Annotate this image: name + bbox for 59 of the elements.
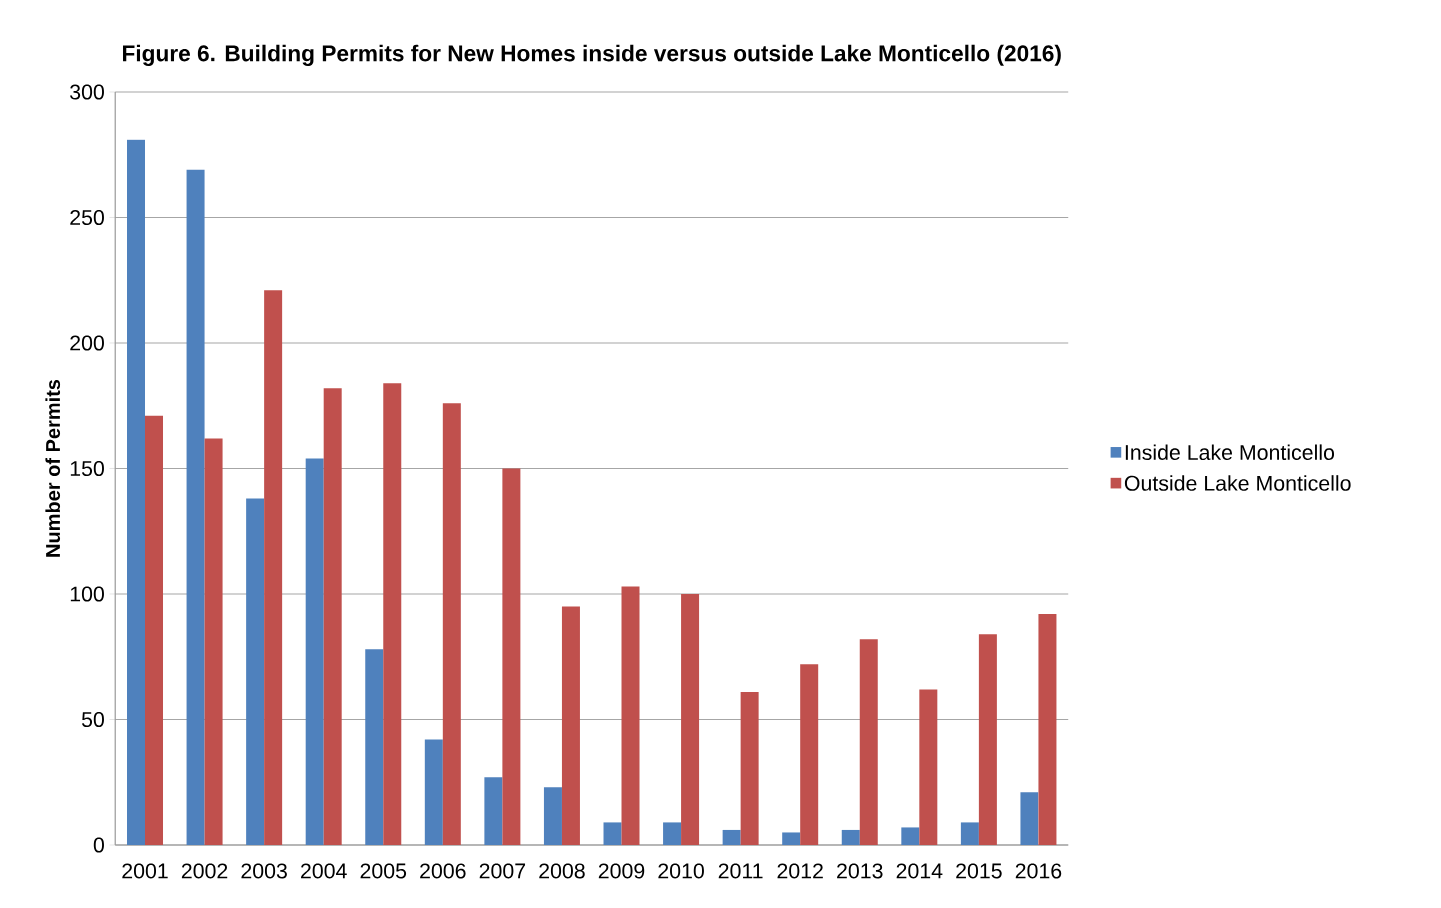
bar [722, 829, 741, 845]
x-tick-label: 2008 [539, 863, 585, 879]
y-axis-title: Number of Permits [45, 379, 61, 557]
bar [1038, 614, 1057, 845]
bar [960, 822, 979, 845]
x-tick-label: 2006 [420, 863, 466, 879]
y-tick-label: 50 [81, 711, 104, 728]
x-tick-label: 2015 [956, 863, 1002, 879]
x-tick-label: 2003 [241, 863, 287, 879]
bar [186, 169, 205, 845]
x-tick-label: 2010 [658, 863, 704, 879]
x-tick-label: 2007 [479, 863, 526, 879]
x-tick-label: 2013 [837, 863, 883, 879]
bar [859, 639, 878, 845]
bar [424, 739, 443, 845]
y-tick-label: 100 [70, 586, 104, 602]
bar [365, 649, 384, 845]
legend-label: Outside Lake Monticello [1124, 475, 1351, 491]
y-tick-label: 300 [70, 84, 104, 100]
bar [621, 586, 640, 845]
bar [740, 691, 759, 845]
x-tick-label: 2004 [301, 863, 347, 879]
bar [323, 388, 342, 845]
bar [305, 458, 324, 845]
bar [978, 634, 997, 845]
bar [1020, 792, 1039, 845]
x-tick-label: 2002 [181, 863, 228, 879]
x-tick-label: 2012 [777, 863, 823, 879]
x-tick-label: 2005 [360, 863, 407, 879]
bar [782, 832, 801, 845]
x-tick-label: 2011 [718, 863, 763, 879]
x-tick-label: 2016 [1015, 863, 1062, 879]
x-tick-label: 2014 [896, 863, 943, 879]
bar [919, 689, 938, 845]
y-tick-label: 250 [70, 209, 104, 226]
bar [264, 290, 283, 845]
bar [681, 594, 700, 845]
bar [663, 822, 682, 845]
bar [484, 777, 503, 845]
bar [145, 415, 163, 845]
bar [800, 664, 819, 845]
bar [502, 468, 521, 845]
bar [246, 498, 265, 845]
bar [603, 822, 622, 845]
bar [841, 829, 860, 845]
bar [543, 787, 562, 845]
x-tick-label: 2001 [122, 863, 168, 879]
bar [383, 383, 402, 845]
bar [204, 438, 223, 845]
legend-label: Inside Lake Monticello [1125, 444, 1335, 461]
bar [442, 403, 461, 845]
y-tick-label: 0 [93, 837, 104, 853]
chart-title: Figure 6. Building Permits for New Homes inside versus outside Lake Monticello (2016) [123, 44, 1061, 66]
bar [127, 139, 146, 845]
bar [561, 606, 580, 845]
bar [901, 827, 920, 845]
y-tick-label: 200 [70, 335, 104, 351]
y-tick-label: 150 [70, 460, 104, 477]
x-tick-label: 2009 [598, 863, 645, 879]
